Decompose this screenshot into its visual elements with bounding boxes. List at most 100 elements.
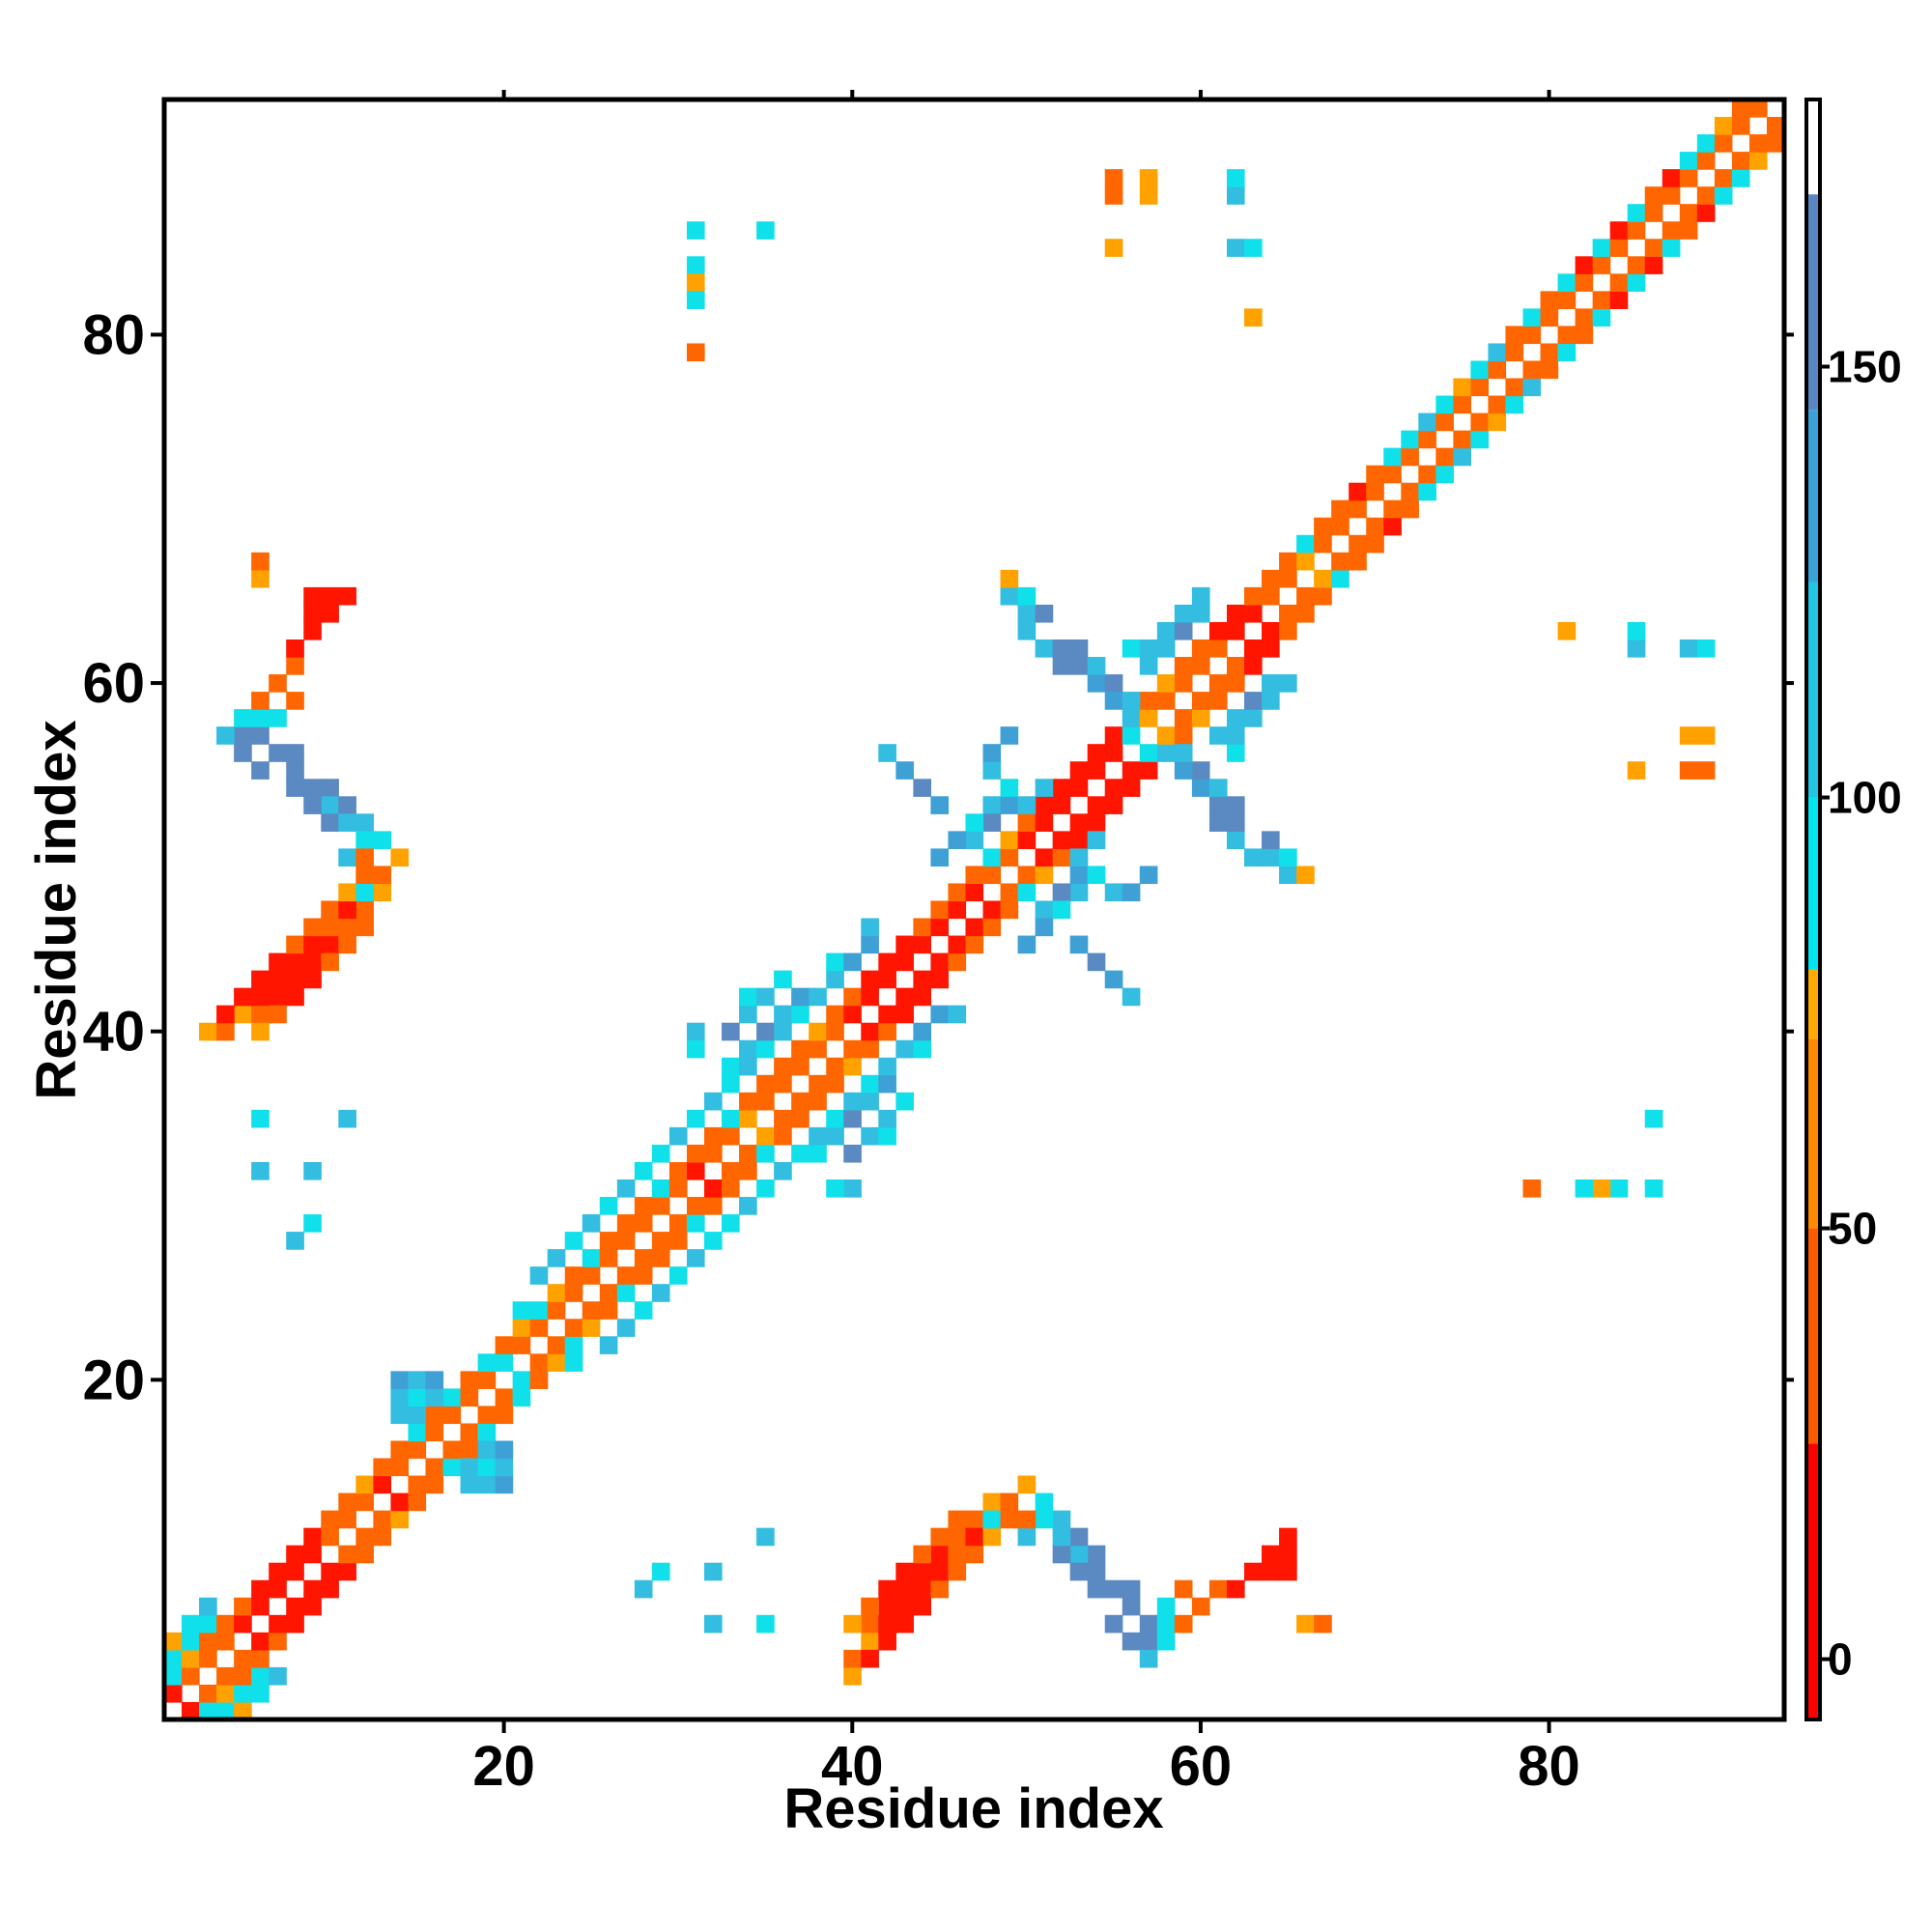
- heatmap-cell: [234, 1701, 252, 1720]
- heatmap-cell: [1000, 883, 1019, 902]
- heatmap-cell: [861, 1092, 879, 1111]
- heatmap-cell: [373, 1510, 392, 1529]
- heatmap-cell: [599, 1301, 618, 1320]
- heatmap-cell: [809, 1126, 827, 1146]
- heatmap-cell: [1244, 709, 1263, 727]
- heatmap-cell: [1035, 848, 1054, 867]
- heatmap-cell: [1662, 186, 1681, 205]
- y-tick-label: 20: [82, 1349, 145, 1411]
- heatmap-cell: [303, 796, 322, 814]
- heatmap-cell: [529, 1319, 549, 1337]
- heatmap-cell: [1035, 796, 1054, 814]
- heatmap-cell: [1156, 726, 1176, 745]
- heatmap-cell: [756, 1179, 775, 1198]
- heatmap-cell: [1069, 883, 1089, 902]
- heatmap-cell: [913, 970, 932, 989]
- heatmap-cell: [739, 1161, 757, 1180]
- heatmap-cell: [390, 1492, 410, 1512]
- heatmap-cell: [251, 1666, 270, 1686]
- heatmap-cell: [512, 1301, 531, 1320]
- heatmap-cell: [1540, 360, 1559, 380]
- heatmap-cell: [495, 1406, 514, 1425]
- heatmap-cell: [982, 1492, 1002, 1512]
- heatmap-cell: [704, 1232, 723, 1250]
- heatmap-cell: [722, 1161, 740, 1180]
- heatmap-cell: [1156, 1597, 1176, 1616]
- heatmap-cell: [861, 1039, 879, 1059]
- heatmap-cell: [1191, 779, 1210, 797]
- heatmap-cell: [930, 1545, 950, 1564]
- heatmap-cell: [948, 883, 967, 902]
- colorbar-band: [1806, 99, 1820, 195]
- heatmap-cell: [1366, 482, 1384, 501]
- x-tick-label: 40: [821, 1735, 884, 1798]
- heatmap-cell: [616, 1319, 636, 1337]
- heatmap-cell: [982, 796, 1002, 814]
- heatmap-cell: [1156, 639, 1176, 658]
- heatmap-cell: [756, 1092, 775, 1111]
- heatmap-cell: [338, 586, 356, 606]
- heatmap-cell: [1104, 779, 1123, 797]
- heatmap-cell: [1087, 813, 1106, 832]
- heatmap-cell: [1296, 534, 1315, 554]
- heatmap-cell: [1087, 657, 1106, 675]
- heatmap-cell: [599, 1232, 618, 1250]
- heatmap-cell: [1104, 744, 1123, 762]
- heatmap-cell: [878, 1005, 896, 1024]
- heatmap-cell: [668, 1179, 688, 1198]
- heatmap-cell: [791, 1005, 810, 1024]
- heatmap-cell: [739, 1092, 757, 1111]
- heatmap-cell: [1679, 152, 1698, 170]
- plot-frame: [161, 97, 1787, 1722]
- heatmap-cell: [878, 1632, 896, 1651]
- heatmap-cell: [895, 935, 914, 954]
- heatmap-cell: [199, 1597, 217, 1616]
- heatmap-cell: [861, 970, 879, 989]
- heatmap-cell: [1139, 866, 1158, 885]
- heatmap-cell: [303, 952, 322, 972]
- heatmap-cell: [895, 1579, 914, 1599]
- heatmap-cell: [338, 1510, 356, 1529]
- colorbar-band: [1806, 969, 1820, 1039]
- heatmap-cell: [930, 970, 950, 989]
- heatmap-cell: [286, 935, 304, 954]
- heatmap-cell: [756, 1074, 775, 1094]
- heatmap-cell: [1122, 987, 1141, 1007]
- heatmap-cell: [1244, 692, 1263, 710]
- heatmap-cell: [1262, 1545, 1280, 1564]
- heatmap-cell: [251, 1109, 270, 1128]
- heatmap-cell: [1714, 117, 1733, 135]
- heatmap-cell: [303, 779, 322, 797]
- heatmap-cell: [355, 1545, 374, 1564]
- heatmap-cell: [1104, 883, 1123, 902]
- heatmap-cell: [965, 866, 984, 885]
- heatmap-cell: [930, 900, 950, 920]
- heatmap-cell: [895, 1092, 914, 1111]
- heatmap-cell: [791, 1109, 810, 1128]
- heatmap-cell: [529, 1266, 549, 1285]
- heatmap-cell: [651, 1144, 670, 1163]
- heatmap-cell: [1035, 918, 1054, 937]
- heatmap-cell: [1296, 1614, 1315, 1634]
- heatmap-cell: [321, 935, 339, 954]
- heatmap-cell: [1557, 343, 1577, 362]
- heatmap-cell: [303, 970, 322, 989]
- heatmap-cell: [1366, 517, 1384, 536]
- heatmap-cell: [1122, 726, 1141, 745]
- heatmap-cell: [1139, 1632, 1158, 1651]
- heatmap-cell: [355, 883, 374, 902]
- heatmap-cell: [948, 935, 967, 954]
- heatmap-cell: [1156, 1632, 1176, 1651]
- heatmap-cell: [791, 1057, 810, 1076]
- heatmap-cell: [1279, 674, 1297, 693]
- heatmap-cell: [1662, 239, 1681, 257]
- heatmap-cell: [739, 1144, 757, 1163]
- heatmap-cell: [1418, 430, 1436, 449]
- heatmap-cell: [1540, 308, 1559, 327]
- heatmap-cell: [373, 866, 392, 885]
- heatmap-cell: [965, 1545, 984, 1564]
- heatmap-cell: [1174, 1614, 1193, 1634]
- heatmap-cell: [826, 952, 844, 972]
- heatmap-cell: [1557, 273, 1577, 292]
- heatmap-cell: [1017, 1510, 1037, 1529]
